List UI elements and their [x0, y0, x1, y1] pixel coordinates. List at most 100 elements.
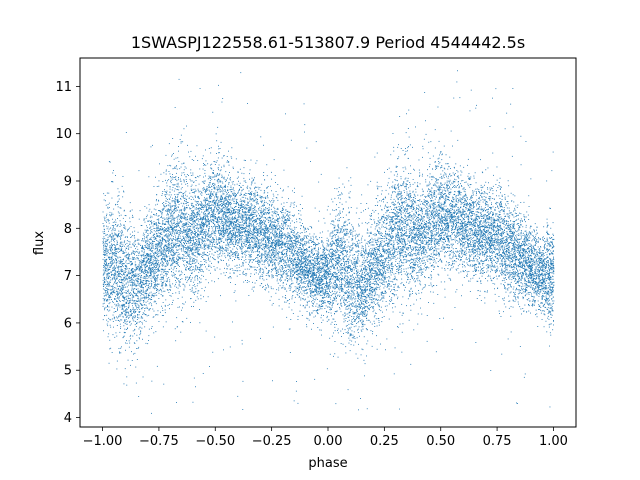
data-point: [169, 198, 170, 199]
data-point: [122, 275, 123, 276]
data-point: [395, 204, 396, 205]
data-point: [427, 175, 428, 176]
data-point: [304, 279, 305, 280]
data-point: [347, 259, 348, 260]
data-point: [423, 218, 424, 219]
data-point: [335, 245, 336, 246]
data-point: [164, 255, 165, 256]
data-point: [276, 191, 277, 192]
data-point: [437, 294, 438, 295]
data-point: [201, 201, 202, 202]
data-point: [327, 291, 328, 292]
data-point: [222, 181, 223, 182]
data-point: [510, 316, 511, 317]
data-point: [161, 232, 162, 233]
data-point: [342, 226, 343, 227]
data-point: [498, 246, 499, 247]
data-point: [465, 233, 466, 234]
data-point: [117, 275, 118, 276]
chart-title: 1SWASPJ122558.61-513807.9 Period 4544442…: [131, 33, 525, 52]
data-point: [236, 194, 237, 195]
data-point: [252, 250, 253, 251]
data-point: [230, 214, 231, 215]
data-point: [512, 156, 513, 157]
data-point: [400, 248, 401, 249]
data-point: [120, 257, 121, 258]
data-point: [412, 267, 413, 268]
data-point: [412, 192, 413, 193]
data-point: [191, 291, 192, 292]
data-point: [434, 184, 435, 185]
data-point: [211, 147, 212, 148]
data-point: [339, 275, 340, 276]
data-point: [192, 290, 193, 291]
data-point: [539, 265, 540, 266]
data-point: [394, 191, 395, 192]
data-point: [481, 245, 482, 246]
data-point: [396, 234, 397, 235]
data-point: [111, 299, 112, 300]
data-point: [537, 227, 538, 228]
data-point: [188, 224, 189, 225]
data-point: [125, 227, 126, 228]
data-point: [378, 277, 379, 278]
data-point: [311, 227, 312, 228]
data-point: [202, 220, 203, 221]
data-point: [454, 210, 455, 211]
data-point: [150, 272, 151, 273]
data-point: [173, 300, 174, 301]
data-point: [522, 308, 523, 309]
data-point: [481, 300, 482, 301]
data-point: [406, 275, 407, 276]
data-point: [330, 236, 331, 237]
data-point: [167, 213, 168, 214]
data-point: [425, 254, 426, 255]
data-point: [188, 243, 189, 244]
data-point: [408, 178, 409, 179]
data-point: [289, 219, 290, 220]
data-point: [200, 191, 201, 192]
data-point: [363, 292, 364, 293]
data-point: [476, 236, 477, 237]
data-point: [532, 252, 533, 253]
data-point: [223, 272, 224, 273]
data-point: [208, 296, 209, 297]
data-point: [104, 238, 105, 239]
data-point: [177, 157, 178, 158]
data-point: [278, 274, 279, 275]
data-point: [394, 289, 395, 290]
data-point: [130, 298, 131, 299]
data-point: [301, 219, 302, 220]
data-point: [470, 291, 471, 292]
data-point: [258, 240, 259, 241]
data-point: [317, 244, 318, 245]
data-point: [189, 247, 190, 248]
data-point: [113, 214, 114, 215]
data-point: [313, 280, 314, 281]
data-point: [195, 252, 196, 253]
data-point: [508, 273, 509, 274]
data-point: [151, 295, 152, 296]
data-point: [352, 324, 353, 325]
data-point: [383, 201, 384, 202]
data-point: [498, 259, 499, 260]
data-point: [473, 203, 474, 204]
data-point: [346, 256, 347, 257]
data-point: [326, 249, 327, 250]
data-point: [386, 292, 387, 293]
data-point: [166, 217, 167, 218]
data-point: [205, 191, 206, 192]
data-point: [435, 231, 436, 232]
data-point: [209, 186, 210, 187]
data-point: [242, 241, 243, 242]
data-point: [168, 263, 169, 264]
data-point: [527, 235, 528, 236]
data-point: [229, 196, 230, 197]
data-point: [153, 245, 154, 246]
data-point: [185, 249, 186, 250]
data-point: [118, 293, 119, 294]
data-point: [123, 311, 124, 312]
data-point: [344, 284, 345, 285]
data-point: [164, 256, 165, 257]
data-point: [348, 389, 349, 390]
